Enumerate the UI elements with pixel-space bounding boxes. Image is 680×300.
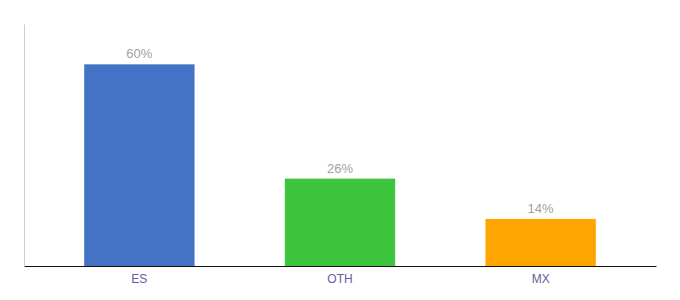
x-tick: MX xyxy=(532,272,550,286)
y-axis xyxy=(24,25,25,267)
data-labels: 60% 26% 14% xyxy=(126,46,554,216)
data-label: 60% xyxy=(126,46,152,61)
data-label: 14% xyxy=(528,201,554,216)
x-tick-label: MX xyxy=(532,272,550,286)
chart: ES OTH MX 60% 26% 14% xyxy=(0,0,680,300)
bar xyxy=(285,179,395,266)
y-axis-line xyxy=(24,25,25,267)
x-tick-label: OTH xyxy=(327,272,352,286)
bar xyxy=(485,219,595,266)
data-label: 26% xyxy=(327,161,353,176)
x-tick-label: ES xyxy=(131,272,147,286)
x-axis-line xyxy=(25,266,657,267)
plot: ES OTH MX 60% 26% 14% xyxy=(25,25,657,286)
x-tick: ES xyxy=(131,272,147,286)
x-axis: ES OTH MX xyxy=(25,267,657,286)
bars xyxy=(84,64,596,266)
x-tick: OTH xyxy=(327,272,352,286)
bar xyxy=(84,64,194,266)
